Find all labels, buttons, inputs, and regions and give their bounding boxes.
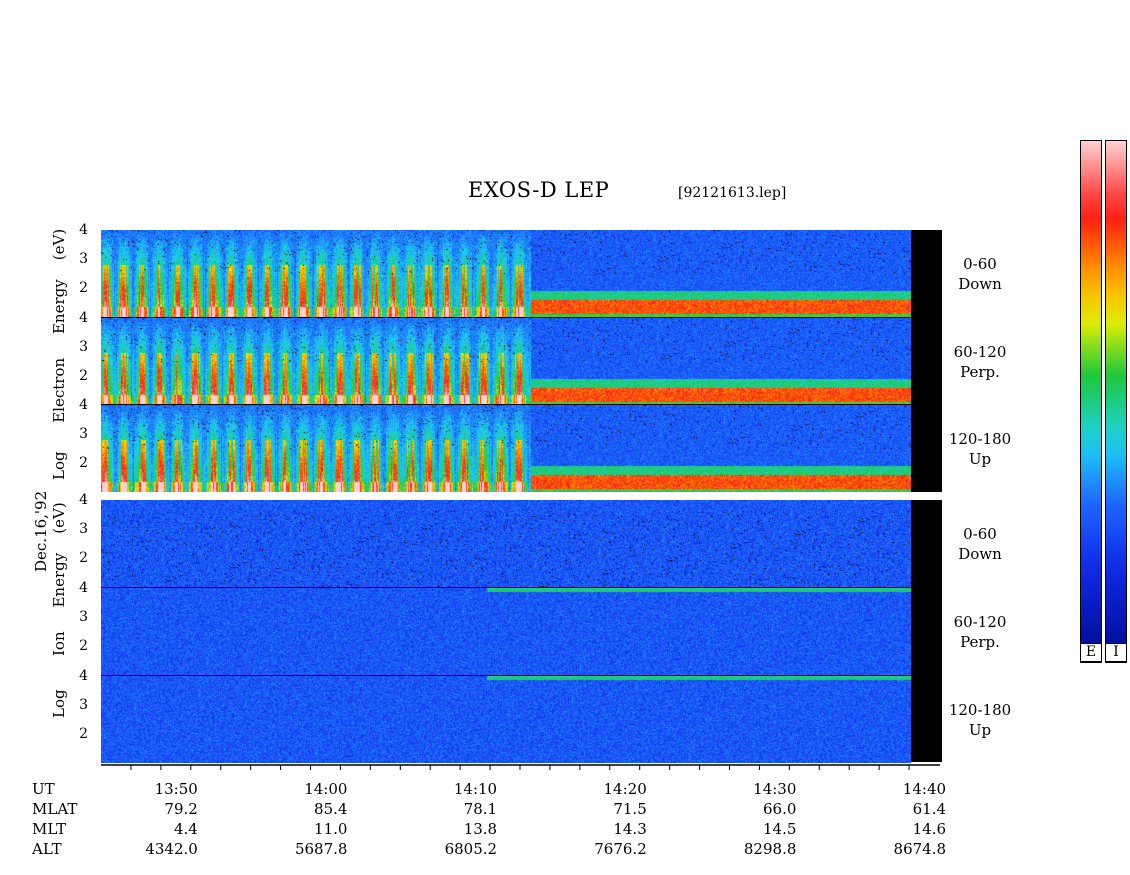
y-tick-label: 2 xyxy=(79,638,88,654)
date-label: Dec.16,'92 xyxy=(32,490,50,572)
ephemeris-mlt-value: 14.5 xyxy=(762,820,797,838)
channel-direction: Perp. xyxy=(960,633,1000,651)
ephemeris-ut-value: 13:50 xyxy=(154,780,198,798)
ephemeris-mlt-value: 11.0 xyxy=(314,820,348,838)
panel-separator xyxy=(101,675,911,676)
spectrogram-ion-up xyxy=(101,676,911,763)
panel-separator xyxy=(101,317,911,318)
data-gap-electron xyxy=(911,230,942,492)
channel-label: 60-120 Perp. xyxy=(948,612,1012,652)
channel-direction: Down xyxy=(958,545,1002,563)
spectrogram-electron-down xyxy=(101,230,911,317)
y-tick-label: 3 xyxy=(79,697,88,713)
y-tick-label: 3 xyxy=(79,251,88,267)
y-tick-label: 4 xyxy=(79,222,88,238)
channel-range: 120-180 xyxy=(948,430,1012,448)
channel-label: 0-60 Down xyxy=(948,254,1012,294)
y-tick-label: 2 xyxy=(79,550,88,566)
ephemeris-mlat-value: 78.1 xyxy=(463,800,498,818)
y-tick-label: 2 xyxy=(79,368,88,384)
channel-direction: Up xyxy=(968,721,992,739)
channel-direction: Up xyxy=(968,450,992,468)
y-tick-label: 3 xyxy=(79,339,88,355)
panel-separator xyxy=(101,404,911,405)
spectrogram-ion-perp xyxy=(101,588,911,675)
channel-direction: Perp. xyxy=(960,363,1000,381)
y-tick-label: 4 xyxy=(79,668,88,684)
channel-direction: Down xyxy=(958,275,1002,293)
row-label-mlat: MLAT xyxy=(32,800,78,818)
channel-label: 0-60 Down xyxy=(948,524,1012,564)
chart-title: EXOS-D LEP xyxy=(468,178,610,202)
ephemeris-alt-value: 4342.0 xyxy=(145,840,198,858)
ion-energy-label: Energy xyxy=(50,552,68,608)
ephemeris-alt-value: 8674.8 xyxy=(893,840,947,858)
colorbar-electron xyxy=(1080,140,1102,663)
y-tick-label: 2 xyxy=(79,455,88,471)
y-tick-label: 4 xyxy=(79,397,88,413)
ion-species-label: Ion xyxy=(50,631,68,657)
electron-unit-label: (eV) xyxy=(50,228,68,261)
ephemeris-mlat-value: 66.0 xyxy=(762,800,797,818)
spectrogram-electron-up xyxy=(101,405,911,492)
row-label-alt: ALT xyxy=(32,840,62,858)
y-tick-label: 3 xyxy=(79,426,88,442)
ephemeris-ut-value: 14:00 xyxy=(304,780,348,798)
channel-range: 0-60 xyxy=(963,255,997,273)
time-axis xyxy=(101,764,940,770)
y-tick-label: 2 xyxy=(79,726,88,742)
electron-log-label: Log xyxy=(50,451,68,480)
spectrogram-electron-perp xyxy=(101,318,911,405)
channel-label: 60-120 Perp. xyxy=(948,342,1012,382)
y-tick-label: 2 xyxy=(79,280,88,296)
colorbar-ion xyxy=(1105,140,1127,663)
channel-range: 120-180 xyxy=(948,701,1012,719)
spectrogram-ion-down xyxy=(101,500,911,587)
data-gap-ion xyxy=(911,500,942,762)
ephemeris-ut-value: 14:30 xyxy=(753,780,797,798)
channel-range: 60-120 xyxy=(953,613,1007,631)
ephemeris-mlat-value: 79.2 xyxy=(164,800,198,818)
channel-range: 60-120 xyxy=(953,343,1007,361)
ion-axis-label: Log Ion Energy (eV) xyxy=(50,502,68,718)
ephemeris-ut-value: 14:40 xyxy=(902,780,947,798)
ephemeris-mlt-value: 4.4 xyxy=(173,820,198,838)
y-tick-label: 4 xyxy=(79,492,88,508)
channel-label: 120-180 Up xyxy=(948,429,1012,469)
ephemeris-ut-value: 14:20 xyxy=(603,780,647,798)
channel-range: 0-60 xyxy=(963,525,997,543)
ephemeris-mlt-value: 14.3 xyxy=(613,820,647,838)
ion-log-label: Log xyxy=(50,689,68,718)
electron-axis-label: Log Electron Energy (eV) xyxy=(50,229,68,480)
ephemeris-mlt-value: 14.6 xyxy=(912,820,947,838)
file-name: [92121613.lep] xyxy=(678,185,787,201)
ion-unit-label: (eV) xyxy=(50,502,68,534)
y-tick-label: 4 xyxy=(79,310,88,326)
ephemeris-mlt-value: 13.8 xyxy=(463,820,498,838)
ephemeris-mlat-value: 61.4 xyxy=(912,800,947,818)
colorbar-ion-label: I xyxy=(1105,643,1127,662)
y-tick-label: 4 xyxy=(79,580,88,596)
panel-separator xyxy=(101,587,911,588)
row-label-ut: UT xyxy=(32,780,55,798)
ephemeris-alt-value: 7676.2 xyxy=(594,840,647,858)
colorbar-electron-label: E xyxy=(1080,643,1102,662)
row-label-mlt: MLT xyxy=(32,820,67,838)
electron-energy-label: Energy xyxy=(50,279,68,335)
ephemeris-alt-value: 8298.8 xyxy=(743,840,797,858)
channel-label: 120-180 Up xyxy=(948,700,1012,740)
electron-species-label: Electron xyxy=(50,357,68,423)
y-tick-label: 3 xyxy=(79,609,88,625)
ephemeris-alt-value: 5687.8 xyxy=(294,840,348,858)
ephemeris-alt-value: 6805.2 xyxy=(444,840,498,858)
ephemeris-mlat-value: 71.5 xyxy=(613,800,647,818)
ephemeris-ut-value: 14:10 xyxy=(453,780,498,798)
y-tick-label: 3 xyxy=(79,521,88,537)
ephemeris-mlat-value: 85.4 xyxy=(314,800,348,818)
